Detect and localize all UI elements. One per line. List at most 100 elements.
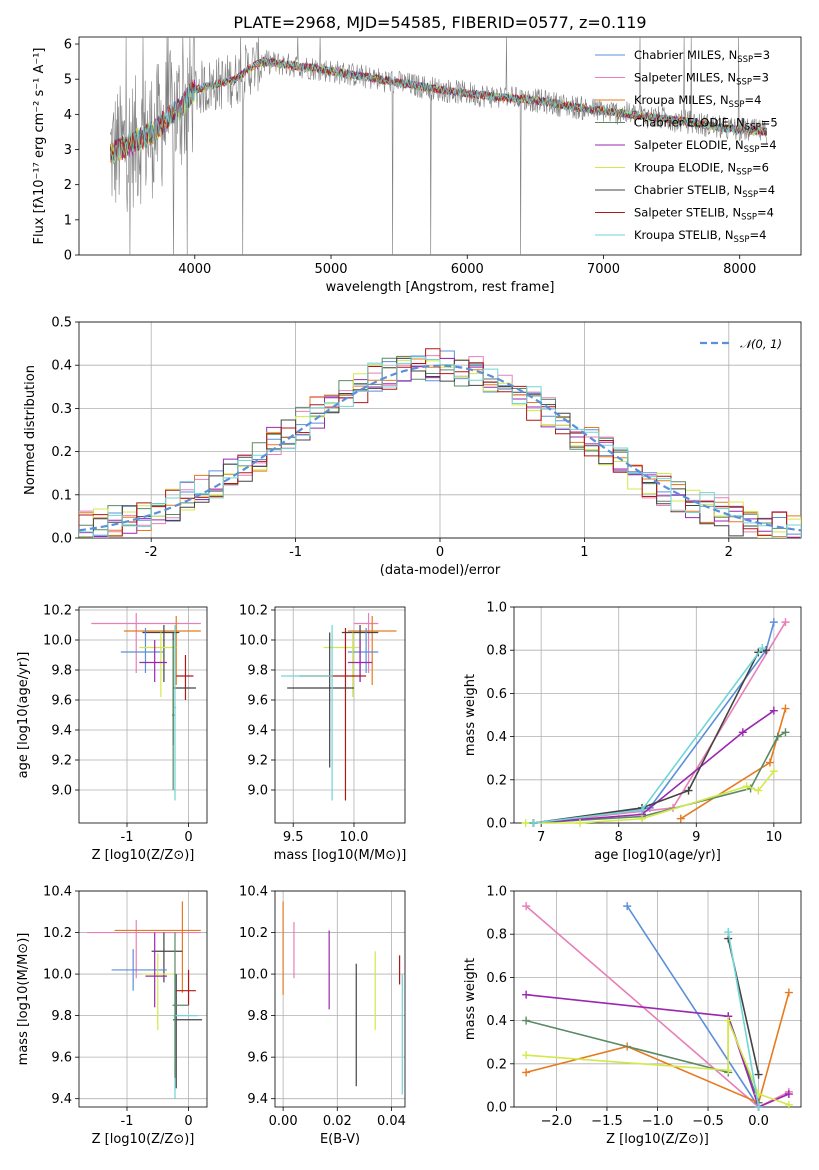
y-axis-label: mass weight <box>463 958 478 1040</box>
y-tick-label: 1.0 <box>486 601 507 616</box>
axes-frame <box>513 606 802 824</box>
legend-entry: Salpeter STELIB, NSSP=4 <box>634 206 774 223</box>
y-tick-label: 0.8 <box>486 644 507 659</box>
x-tick-label: 0 <box>184 830 192 845</box>
data-point-marker <box>784 1100 793 1109</box>
data-point-marker <box>522 990 531 999</box>
y-tick-label: 9.8 <box>51 1009 72 1024</box>
y-tick-label: 10.2 <box>239 926 268 941</box>
data-point-marker <box>781 618 790 627</box>
x-tick-label: 10 <box>766 830 783 845</box>
legend-entry: Kroupa STELIB, NSSP=4 <box>634 228 766 245</box>
x-axis-label: Z [log10(Z/Z⊙)] <box>92 1132 195 1147</box>
y-tick-label: 4 <box>64 108 72 123</box>
y-tick-label: 0.2 <box>486 1057 507 1072</box>
data-point-marker <box>676 814 685 823</box>
y-tick-label: 0.0 <box>486 817 507 832</box>
data-point-marker <box>784 988 793 997</box>
y-tick-label: 10.0 <box>239 968 268 983</box>
mass-weight-series <box>727 931 760 1108</box>
y-tick-label: 1.0 <box>486 885 507 900</box>
y-tick-label: 9.2 <box>51 754 72 769</box>
data-point-marker <box>637 806 646 815</box>
mass-weight-series <box>626 905 760 1108</box>
x-axis-label: age [log10(age/yr)] <box>594 848 721 863</box>
x-tick-label: -1 <box>289 545 302 560</box>
x-tick-label: 2 <box>725 545 733 560</box>
data-point-marker <box>623 902 632 911</box>
data-point-marker <box>521 819 530 827</box>
y-tick-label: 0.0 <box>486 1101 507 1116</box>
y-tick-label: 1 <box>64 213 72 228</box>
y-tick-label: 0.4 <box>486 1014 507 1029</box>
y-axis-label: mass [log10(M/M⊙)] <box>16 933 31 1066</box>
x-tick-label: −1.5 <box>591 1114 623 1129</box>
data-point-marker <box>754 786 763 795</box>
x-tick-label: 0.04 <box>377 1114 406 1129</box>
mass-weight-series <box>526 993 790 1109</box>
y-axis-label: Flux [fλ10⁻¹⁷ erg cm⁻² s⁻¹ A⁻¹] <box>32 48 47 245</box>
x-tick-label: 8 <box>615 830 623 845</box>
axes-frame <box>274 890 406 1108</box>
y-tick-label: 10.4 <box>43 885 72 900</box>
legend-entry: Chabrier STELIB, NSSP=4 <box>634 183 775 200</box>
x-tick-label: −1.0 <box>642 1114 674 1129</box>
y-tick-label: 9.4 <box>247 724 268 739</box>
legend-entry: Chabrier ELODIE, NSSP=5 <box>634 116 778 133</box>
data-point-marker <box>765 758 774 767</box>
residual-histogram <box>79 356 801 538</box>
x-tick-label: 7000 <box>587 262 620 277</box>
y-tick-label: 9.4 <box>51 1092 72 1107</box>
x-tick-label: 0.0 <box>748 1114 769 1129</box>
y-tick-label: 9.4 <box>247 1092 268 1107</box>
y-tick-label: 9.6 <box>51 694 72 709</box>
axes-frame <box>78 890 208 1108</box>
y-tick-label: 0.6 <box>486 971 507 986</box>
y-tick-label: 0.3 <box>51 402 72 417</box>
x-tick-label: -1 <box>121 830 134 845</box>
x-tick-label: -1 <box>121 1114 134 1129</box>
x-tick-label: 7 <box>537 830 545 845</box>
x-tick-label: 0.02 <box>323 1114 352 1129</box>
y-tick-label: 9.8 <box>247 664 268 679</box>
y-tick-label: 9.8 <box>51 664 72 679</box>
data-point-marker <box>575 819 584 827</box>
y-tick-label: 2 <box>64 178 72 193</box>
y-tick-label: 0.0 <box>51 532 72 547</box>
y-tick-label: 9.4 <box>51 724 72 739</box>
y-tick-label: 0.2 <box>486 773 507 788</box>
y-tick-label: 0.8 <box>486 928 507 943</box>
data-point-marker <box>522 1051 531 1060</box>
x-axis-label: mass [log10(M/M⊙)] <box>274 848 407 863</box>
y-tick-label: 9.6 <box>51 1051 72 1066</box>
data-point-marker <box>724 1016 733 1025</box>
y-tick-label: 9.0 <box>247 784 268 799</box>
legend-entry: Salpeter MILES, NSSP=3 <box>634 71 769 88</box>
y-axis-label: Normed distribution <box>23 365 38 495</box>
x-tick-label: 5000 <box>314 262 347 277</box>
axes-frame <box>274 606 406 824</box>
data-point-marker <box>754 1070 763 1079</box>
legend-entry: Chabrier MILES, NSSP=3 <box>634 48 770 65</box>
y-tick-label: 9.6 <box>247 694 268 709</box>
x-tick-label: 9 <box>692 830 700 845</box>
x-tick-label: −0.5 <box>692 1114 724 1129</box>
y-tick-label: 0.4 <box>51 359 72 374</box>
x-tick-label: −2.0 <box>541 1114 573 1129</box>
axes-frame <box>78 36 802 256</box>
y-tick-label: 0.1 <box>51 488 72 503</box>
data-point-marker <box>637 814 646 823</box>
mass-weight-series <box>533 710 775 824</box>
y-tick-label: 0.6 <box>486 687 507 702</box>
data-point-marker <box>724 1066 733 1075</box>
legend-entry: Salpeter ELODIE, NSSP=4 <box>634 138 777 155</box>
x-tick-label: 1 <box>580 545 588 560</box>
y-tick-label: 0.4 <box>486 730 507 745</box>
data-point-marker <box>769 706 778 715</box>
y-tick-label: 6 <box>64 38 72 53</box>
x-axis-label: Z [log10(Z/Z⊙)] <box>606 1132 709 1147</box>
data-point-marker <box>773 732 782 741</box>
